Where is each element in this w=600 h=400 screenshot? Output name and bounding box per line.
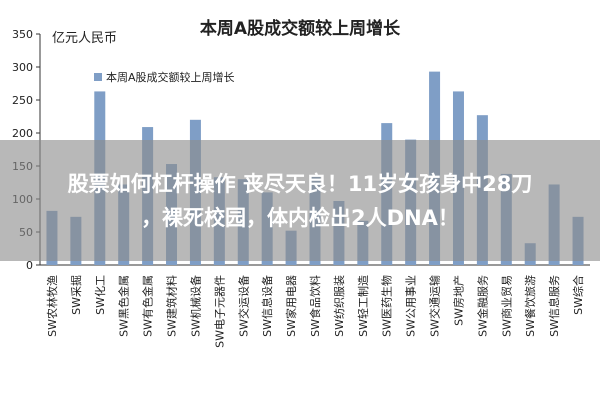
x-tick-label: SW信息设备 (260, 275, 274, 337)
x-tick-label: SW纺织服装 (332, 275, 346, 337)
x-tick-label: SW农林牧渔 (45, 275, 59, 337)
legend: 本周A股成交额较上周增长 (94, 70, 235, 84)
headline-line-2: ，裸死校园，体内检出2人DNA！ (141, 205, 459, 230)
x-tick-label: SW家用电器 (284, 275, 298, 337)
x-tick-label: SW黑色金属 (117, 275, 131, 337)
x-tick-label: SW交运设备 (236, 275, 250, 337)
x-tick-label: SW电子元器件 (213, 275, 226, 348)
y-tick-label: 350 (12, 28, 33, 41)
y-tick-label: 300 (12, 61, 33, 74)
x-tick-label: SW金融服务 (475, 275, 489, 337)
x-tick-label: SW有色金属 (141, 275, 155, 337)
x-tick-label: SW医药生物 (380, 275, 394, 337)
x-tick-label: SW信息服务 (547, 275, 561, 337)
legend-swatch (94, 73, 102, 81)
x-tick-label: SW公用事业 (405, 275, 418, 337)
x-tick-label: SW餐饮旅游 (523, 275, 537, 337)
y-tick-label: 0 (26, 259, 33, 272)
x-tick-label: SW房地产 (451, 275, 465, 326)
x-tick-label: SW交通运输 (428, 275, 442, 337)
x-tick-label: SW轻工制造 (356, 275, 370, 337)
legend-label: 本周A股成交额较上周增长 (106, 70, 235, 84)
x-tick-label: SW食品饮料 (308, 275, 322, 337)
y-tick-label: 250 (12, 94, 33, 107)
x-tick-label: SW机械设备 (188, 275, 202, 337)
x-tick-label: SW化工 (93, 275, 107, 315)
y-tick-label: 200 (12, 127, 33, 140)
x-tick-label: SW商业贸易 (499, 275, 513, 337)
x-tick-label: SW采掘 (69, 275, 83, 315)
y-axis-label: 亿元人民币 (52, 31, 117, 46)
x-tick-labels: SW农林牧渔 SW采掘 SW化工 SW黑色金属 SW有色金属 SW建筑材料 SW机械设备 SW… (45, 275, 585, 348)
chart-title: 本周A股成交额较上周增长 (200, 18, 401, 39)
article-headline-overlay[interactable]: 股票如何杠杆操作 丧尽天良！11岁女孩身中28刀 ，裸死校园，体内检出2人DNA… (0, 140, 600, 261)
headline-line-1: 股票如何杠杆操作 丧尽天良！11岁女孩身中28刀 (67, 171, 533, 196)
x-tick-label: SW建筑材料 (165, 275, 179, 337)
x-tick-label: SW综合 (571, 275, 585, 315)
